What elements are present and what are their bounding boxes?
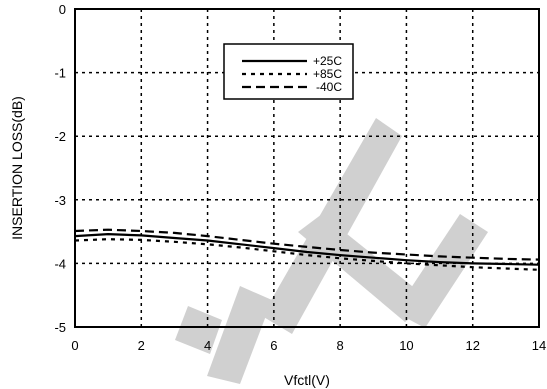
x-axis-ticks: 0 2 4 6 8 10 12 14 xyxy=(71,338,546,353)
y-tick-label: -4 xyxy=(54,256,66,271)
x-tick-label: 4 xyxy=(204,338,211,353)
x-tick-label: 12 xyxy=(465,338,479,353)
series-line-3 xyxy=(74,228,540,261)
legend-label: -40C xyxy=(316,80,342,94)
series-lines xyxy=(74,228,540,271)
y-tick-label: -5 xyxy=(54,320,66,335)
y-tick-label: -2 xyxy=(54,129,66,144)
legend: +25C+85C-40C xyxy=(223,43,354,100)
series-line-2 xyxy=(74,238,540,271)
x-tick-label: 14 xyxy=(532,338,546,353)
watermark xyxy=(175,118,488,384)
watermark-stroke-left xyxy=(207,286,272,384)
x-tick-label: 2 xyxy=(138,338,145,353)
x-axis-label: Vfctl(V) xyxy=(284,372,330,388)
x-tick-label: 8 xyxy=(337,338,344,353)
y-tick-label: 0 xyxy=(59,2,66,17)
watermark-stroke-right-arm xyxy=(395,214,488,328)
watermark-stroke-left-foot xyxy=(175,306,222,354)
legend-box xyxy=(223,43,354,100)
y-tick-label: -3 xyxy=(54,193,66,208)
legend-label: +85C xyxy=(313,67,342,81)
y-axis-label: INSERTION LOSS(dB) xyxy=(9,96,25,240)
x-tick-label: 6 xyxy=(270,338,277,353)
plot-frame xyxy=(74,8,540,328)
x-tick-label: 0 xyxy=(71,338,78,353)
watermark-stroke-right xyxy=(298,214,432,322)
x-tick-label: 10 xyxy=(399,338,413,353)
legend-label: +25C xyxy=(313,54,342,68)
y-tick-label: -1 xyxy=(54,66,66,81)
y-axis-ticks: 0 -1 -2 -3 -4 -5 xyxy=(54,2,66,335)
series-line-1 xyxy=(74,233,540,266)
